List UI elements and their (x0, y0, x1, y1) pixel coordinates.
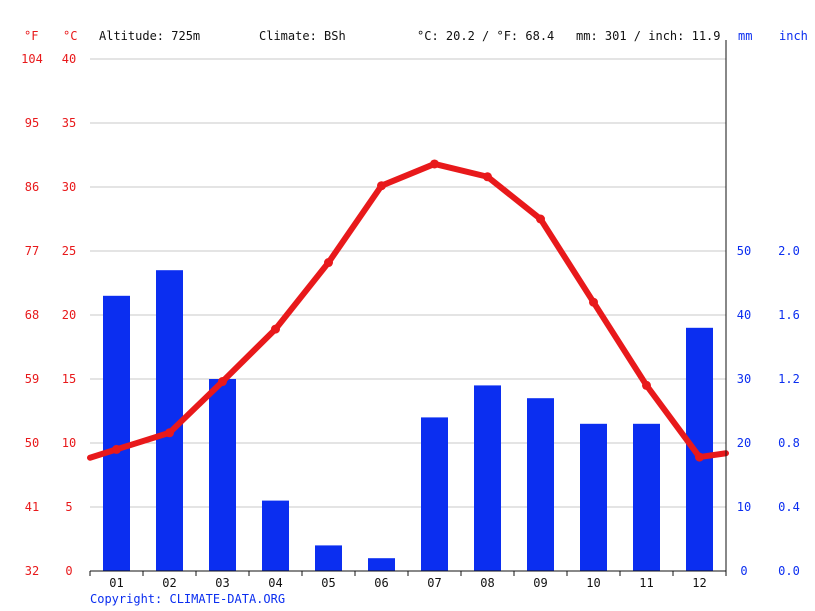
mm-tick-10: 10 (737, 500, 751, 514)
f-tick-32: 32 (25, 564, 39, 578)
inch-tick-1.6: 1.6 (778, 308, 800, 322)
unit-f-label: °F (24, 29, 38, 43)
c-tick-30: 30 (62, 180, 76, 194)
temp-point-10 (589, 297, 598, 307)
f-tick-77: 77 (25, 244, 39, 258)
mm-tick-0: 0 (740, 564, 747, 578)
precip-bar-03 (209, 379, 236, 571)
c-tick-5: 5 (65, 500, 72, 514)
c-tick-0: 0 (65, 564, 72, 578)
temp-point-11 (642, 380, 651, 390)
mm-tick-20: 20 (737, 436, 751, 450)
precip-bar-07 (421, 417, 448, 571)
month-label-03: 03 (215, 576, 229, 590)
unit-mm-label: mm (738, 29, 752, 43)
temp-point-09 (536, 214, 545, 224)
f-tick-86: 86 (25, 180, 39, 194)
f-tick-50: 50 (25, 436, 39, 450)
precip-bar-01 (103, 295, 130, 571)
temp-point-03 (218, 377, 227, 387)
month-label-04: 04 (268, 576, 282, 590)
axes (89, 40, 727, 576)
month-label-09: 09 (533, 576, 547, 590)
c-tick-20: 20 (62, 308, 76, 322)
month-label-01: 01 (109, 576, 123, 590)
c-tick-40: 40 (62, 52, 76, 66)
c-tick-25: 25 (62, 244, 76, 258)
copyright-link[interactable]: Copyright: CLIMATE-DATA.ORG (90, 592, 285, 606)
temp-point-06 (377, 181, 386, 191)
c-tick-15: 15 (62, 372, 76, 386)
precip-bar-10 (580, 423, 607, 571)
month-label-07: 07 (427, 576, 441, 590)
f-tick-59: 59 (25, 372, 39, 386)
c-tick-35: 35 (62, 116, 76, 130)
temp-point-02 (165, 428, 174, 438)
precip-bar-12 (686, 327, 713, 571)
temperature-average: °C: 20.2 / °F: 68.4 (417, 29, 554, 43)
f-tick-41: 41 (25, 500, 39, 514)
month-label-05: 05 (321, 576, 335, 590)
month-label-11: 11 (639, 576, 653, 590)
precip-bar-08 (474, 385, 501, 571)
month-label-06: 06 (374, 576, 388, 590)
month-label-12: 12 (692, 576, 706, 590)
climate-label: Climate: BSh (259, 29, 346, 43)
temp-point-05 (324, 258, 333, 268)
temp-point-01 (112, 444, 121, 454)
precip-bar-11 (633, 423, 660, 571)
month-label-10: 10 (586, 576, 600, 590)
precip-bar-09 (527, 398, 554, 571)
f-tick-104: 104 (21, 52, 43, 66)
temperature-series (87, 159, 729, 462)
precip-bar-04 (262, 500, 289, 571)
temp-point-08 (483, 172, 492, 182)
c-tick-10: 10 (62, 436, 76, 450)
unit-c-label: °C (63, 29, 77, 43)
inch-tick-0.0: 0.0 (778, 564, 800, 578)
precip-bar-06 (368, 558, 395, 571)
precipitation-total: mm: 301 / inch: 11.9 (576, 29, 721, 43)
header: °F °C Altitude: 725m Climate: BSh °C: 20… (24, 29, 808, 43)
temperature-line (87, 160, 729, 461)
gridlines (90, 58, 726, 508)
precip-bar-05 (315, 545, 342, 571)
tick-labels: 01 02 03 04 05 06 07 08 09 10 11 12 32 0 41 5 50 10 59 15 68… (21, 52, 800, 590)
inch-tick-0.8: 0.8 (778, 436, 800, 450)
temp-point-04 (271, 324, 280, 334)
mm-tick-30: 30 (737, 372, 751, 386)
f-tick-95: 95 (25, 116, 39, 130)
unit-inch-label: inch (779, 29, 808, 43)
temp-point-07 (430, 159, 439, 169)
mm-tick-50: 50 (737, 244, 751, 258)
f-tick-68: 68 (25, 308, 39, 322)
month-label-08: 08 (480, 576, 494, 590)
inch-tick-0.4: 0.4 (778, 500, 800, 514)
altitude-label: Altitude: 725m (99, 29, 200, 43)
inch-tick-2.0: 2.0 (778, 244, 800, 258)
month-label-02: 02 (162, 576, 176, 590)
temp-point-12 (695, 452, 704, 462)
inch-tick-1.2: 1.2 (778, 372, 800, 386)
mm-tick-40: 40 (737, 308, 751, 322)
